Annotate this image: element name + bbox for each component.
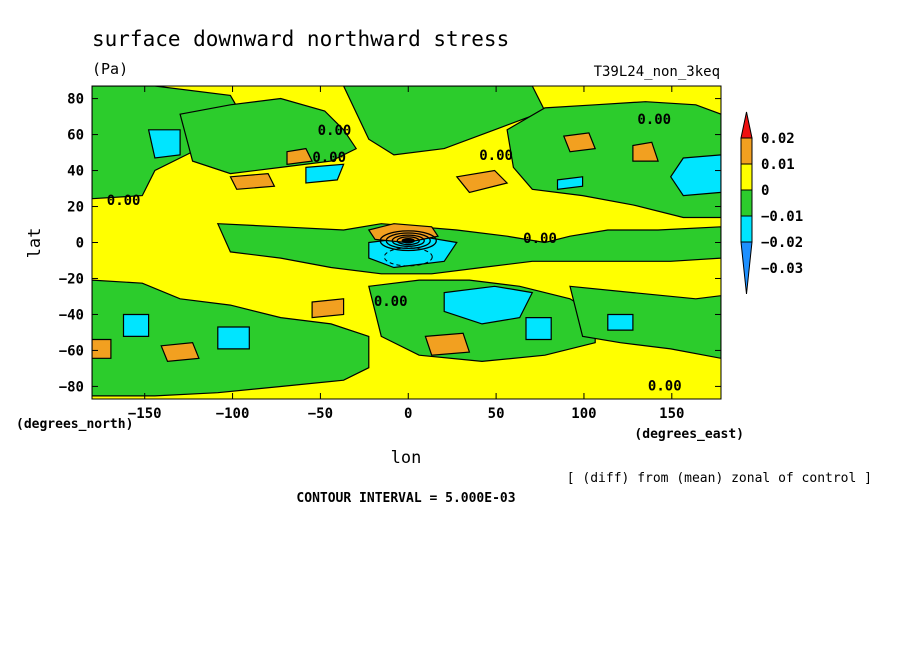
field-regions [92, 86, 721, 397]
note-label: [ (diff) from (mean) zonal of control ] [567, 471, 872, 486]
y-tick-label: 40 [67, 164, 84, 180]
units-label: (Pa) [92, 60, 128, 78]
cyan-region-s-atlantic [443, 285, 534, 325]
orange-region-europe [455, 169, 509, 194]
y-tick-label: −40 [59, 307, 84, 323]
orange-region-scandinavia [562, 132, 597, 153]
chart-title: surface downward northward stress [92, 27, 509, 51]
y-tick-label: −60 [59, 343, 84, 359]
y-tick-label: 80 [67, 92, 84, 108]
cyan-region-s-pacific-mid [217, 326, 250, 350]
colorbar-swatch [740, 137, 753, 165]
orange-region-n-america [229, 172, 276, 190]
colorbar-swatch [740, 215, 753, 243]
x-axis: −150 −100 −50 0 50 100 150 [128, 86, 684, 422]
y-axis: 80 60 40 20 0 −20 −40 −60 −80 [59, 92, 721, 395]
contour-label: 0.00 [312, 150, 346, 166]
colorbar-arrow-top [740, 111, 753, 139]
contour-label: 0.00 [318, 123, 352, 139]
contour-label: 0.00 [637, 112, 671, 128]
colorbar-swatch [740, 163, 753, 191]
y-tick-label: 20 [67, 200, 84, 216]
x-tick-label: 150 [659, 406, 684, 422]
dipole-contour-negative [383, 247, 433, 267]
colorbar-label: −0.01 [761, 209, 803, 225]
x-units-label: (degrees_east) [634, 427, 744, 442]
colorbar-label: 0.01 [761, 157, 795, 173]
colorbar-label: −0.02 [761, 235, 803, 251]
cyan-region-n-america [305, 163, 345, 184]
green-region-north-america [179, 97, 358, 175]
x-axis-title: lon [391, 448, 422, 468]
x-tick-label: 100 [571, 406, 596, 422]
y-axis-title: lat [25, 228, 45, 259]
plot-area [92, 86, 721, 399]
contour-label: 0.00 [648, 378, 682, 394]
x-tick-label: −50 [308, 406, 333, 422]
x-tick-label: 0 [404, 406, 412, 422]
x-tick-label: −150 [128, 406, 162, 422]
colorbar-label: −0.03 [761, 261, 803, 277]
cyan-region-n-pacific [147, 129, 181, 159]
x-tick-label: −100 [216, 406, 250, 422]
contour-label: 0.00 [374, 294, 408, 310]
cyan-region-s-pacific-west [122, 313, 150, 337]
orange-region-kamchatka [632, 141, 659, 162]
y-tick-label: −20 [59, 271, 84, 287]
dipole-contour [396, 236, 420, 246]
cyan-region-australia [607, 313, 634, 331]
x-tick-label: 50 [488, 406, 505, 422]
experiment-label: T39L24_non_3keq [594, 64, 720, 80]
cyan-region-east-asia [556, 176, 584, 190]
orange-region-s-pacific [160, 342, 200, 363]
y-tick-label: 0 [76, 236, 84, 252]
contour-interval-label: CONTOUR INTERVAL = 5.000E-03 [296, 491, 515, 506]
orange-region-s-america [311, 298, 345, 319]
contour-label: 0.00 [479, 148, 513, 164]
contour-label: 0.00 [523, 231, 557, 247]
colorbar-label: 0.02 [761, 131, 795, 147]
cyan-region-s-indian [525, 317, 552, 341]
orange-region-s-africa [424, 332, 471, 356]
orange-region-atlantic [286, 147, 314, 165]
dipole-contour [391, 234, 425, 247]
colorbar: 0.02 0.01 0 −0.01 −0.02 −0.03 [740, 111, 803, 295]
colorbar-swatch [740, 189, 753, 217]
y-tick-label: −80 [59, 379, 84, 395]
green-region-southern-ocean-east [569, 285, 721, 359]
colorbar-arrow-bottom [740, 241, 753, 295]
contour-label: 0.00 [107, 193, 141, 209]
dipole-contour [385, 232, 431, 250]
dipole-contour [379, 230, 437, 252]
cyan-region-siberia [669, 154, 721, 197]
orange-region-sw-edge [92, 338, 112, 359]
dipole-contour [401, 237, 415, 244]
contour-labels: 0.00 0.00 0.00 0.00 0.00 0.00 0.00 0.00 [107, 112, 682, 394]
y-units-label: (degrees_north) [16, 417, 133, 432]
y-tick-label: 60 [67, 128, 84, 144]
green-region-north-atlantic [342, 86, 546, 156]
colorbar-label: 0 [761, 183, 769, 199]
